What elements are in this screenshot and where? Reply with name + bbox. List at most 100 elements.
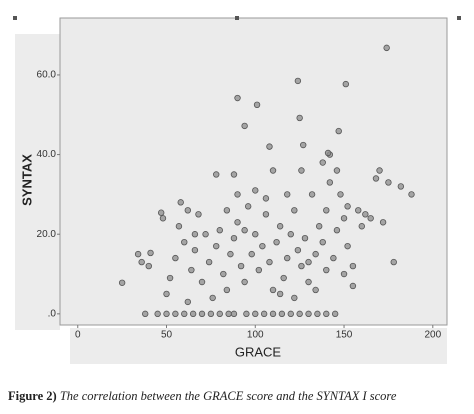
point	[243, 310, 250, 318]
point	[202, 231, 209, 238]
point	[181, 238, 188, 246]
point	[305, 278, 312, 286]
point	[248, 250, 255, 258]
point	[198, 310, 206, 318]
point	[237, 262, 245, 270]
point	[172, 254, 179, 262]
point	[383, 44, 390, 52]
point	[294, 77, 302, 85]
point	[269, 286, 277, 294]
point	[349, 262, 357, 270]
point	[269, 167, 277, 174]
point	[291, 294, 298, 302]
point	[191, 246, 199, 254]
point	[319, 159, 326, 166]
point	[159, 215, 167, 222]
point	[234, 191, 241, 198]
point	[333, 227, 341, 234]
point	[330, 254, 337, 262]
point	[262, 211, 270, 218]
point	[372, 175, 380, 182]
point	[230, 234, 238, 242]
point	[198, 278, 206, 286]
point	[324, 149, 332, 157]
point	[367, 215, 374, 222]
point	[188, 266, 195, 274]
point	[266, 143, 273, 150]
point	[344, 242, 351, 250]
point	[278, 310, 286, 318]
point	[312, 250, 319, 258]
bottom-panel	[70, 328, 447, 364]
point	[262, 195, 270, 202]
x-axis-title: GRACE	[235, 344, 282, 359]
handle	[13, 16, 17, 20]
point	[252, 231, 259, 238]
point	[385, 179, 392, 186]
point	[305, 310, 312, 318]
point	[333, 167, 341, 174]
point	[331, 310, 339, 318]
point	[216, 227, 223, 234]
point	[118, 279, 126, 286]
x-tick-label: 0	[75, 330, 81, 341]
y-tick-label: 20.0	[37, 229, 57, 240]
point	[390, 258, 397, 266]
point	[184, 298, 192, 306]
point	[207, 310, 215, 318]
point	[323, 207, 330, 214]
point	[252, 310, 259, 318]
point	[319, 238, 326, 246]
point	[335, 127, 342, 135]
point	[296, 114, 303, 122]
y-axis-title: SYNTAX	[19, 154, 34, 206]
point	[305, 258, 312, 266]
handle	[235, 16, 239, 20]
point	[266, 258, 273, 266]
point	[358, 223, 365, 230]
point	[362, 211, 369, 218]
point	[216, 310, 223, 318]
caption: Figure 2) The correlation between the GR…	[8, 389, 397, 403]
point	[181, 310, 188, 318]
point	[323, 266, 330, 274]
point	[213, 242, 220, 250]
point	[241, 278, 248, 286]
point	[287, 231, 294, 238]
point	[227, 250, 234, 258]
point	[177, 199, 184, 206]
point	[166, 274, 174, 282]
point	[142, 310, 149, 318]
point	[184, 207, 192, 214]
point	[138, 258, 145, 266]
point	[134, 250, 142, 258]
point	[255, 266, 263, 274]
point	[298, 167, 305, 174]
point	[163, 290, 170, 298]
point	[397, 183, 405, 190]
y-tick-label: 60.0	[37, 70, 57, 81]
point	[253, 101, 261, 109]
y-tick-label: 40.0	[37, 149, 57, 160]
x-tick-label: 100	[247, 330, 264, 341]
point	[340, 270, 348, 278]
point	[355, 207, 362, 214]
point	[244, 203, 252, 210]
point	[230, 171, 238, 178]
point	[344, 203, 351, 210]
point	[273, 238, 280, 246]
point	[157, 209, 165, 216]
point	[379, 219, 387, 226]
point	[298, 262, 305, 270]
point	[301, 234, 309, 242]
point	[280, 274, 287, 282]
point	[213, 171, 220, 178]
point	[234, 219, 241, 226]
point	[340, 215, 348, 222]
point	[220, 270, 227, 278]
point	[205, 258, 213, 266]
point	[209, 294, 216, 302]
point	[315, 223, 323, 230]
point	[241, 227, 248, 234]
